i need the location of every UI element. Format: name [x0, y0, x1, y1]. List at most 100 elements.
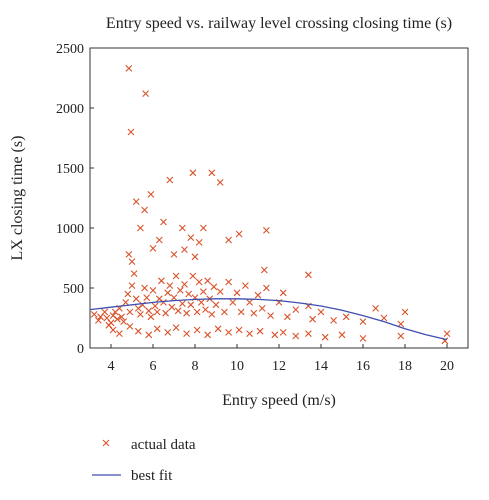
data-point: [195, 278, 203, 286]
data-point: [132, 198, 140, 205]
data-point: [143, 294, 151, 301]
legend-actual-data-marker: [102, 439, 110, 447]
x-tick-label: 20: [440, 359, 454, 374]
data-point: [116, 330, 123, 337]
data-point: [128, 258, 136, 265]
data-point: [183, 309, 190, 317]
data-point: [212, 301, 220, 309]
data-point: [338, 331, 346, 339]
best-fit-line: [89, 298, 448, 341]
y-tick-label: 1500: [56, 162, 84, 177]
data-point: [137, 224, 144, 232]
actual-data-points: [90, 65, 451, 345]
data-point: [292, 332, 300, 340]
data-point: [200, 288, 207, 295]
data-point: [141, 206, 148, 214]
data-point: [160, 299, 167, 306]
data-point: [309, 315, 316, 323]
data-point: [109, 326, 117, 334]
data-point: [254, 291, 262, 299]
data-point: [330, 317, 337, 324]
data-point: [90, 311, 98, 318]
data-point: [101, 308, 109, 316]
data-point: [271, 331, 279, 339]
data-point: [181, 246, 188, 253]
data-point: [187, 234, 195, 241]
y-axis-ticks: 0 500 1000 1500 2000 2500: [56, 42, 94, 357]
data-point: [342, 313, 350, 321]
data-point: [443, 330, 451, 337]
data-point: [95, 317, 102, 324]
legend-best-fit-label: best fit: [131, 468, 173, 484]
data-point: [202, 306, 209, 313]
data-point: [246, 299, 253, 306]
data-point: [137, 311, 144, 318]
data-point: [359, 318, 367, 325]
data-point: [263, 227, 270, 234]
data-point: [170, 294, 178, 301]
x-tick-label: 4: [108, 359, 115, 374]
data-point: [153, 308, 161, 316]
data-point: [189, 169, 197, 177]
chart-title: Entry speed vs. railway level crossing c…: [106, 15, 452, 32]
data-point: [260, 266, 268, 274]
data-point: [183, 330, 190, 337]
data-point: [221, 308, 228, 316]
data-point: [317, 308, 325, 316]
x-tick-label: 18: [398, 359, 412, 374]
data-point: [172, 272, 180, 280]
data-point: [122, 299, 130, 306]
data-point: [246, 330, 253, 337]
data-point: [208, 169, 216, 177]
data-point: [214, 325, 222, 333]
legend: actual data best fit: [92, 437, 196, 484]
data-point: [147, 191, 155, 198]
data-point: [168, 303, 176, 311]
data-point: [284, 313, 291, 321]
y-tick-label: 0: [77, 342, 84, 357]
data-point: [162, 309, 169, 317]
data-point: [145, 307, 153, 315]
x-tick-label: 16: [356, 359, 370, 374]
data-point: [210, 283, 218, 291]
data-point: [235, 326, 243, 334]
data-point: [151, 302, 159, 310]
data-point: [125, 251, 133, 258]
data-point: [372, 305, 379, 312]
data-point: [200, 224, 207, 232]
data-point: [195, 239, 203, 246]
data-point: [359, 335, 367, 342]
data-point: [132, 295, 140, 303]
data-point: [120, 318, 127, 325]
data-point: [166, 176, 174, 184]
data-point: [149, 287, 157, 294]
y-tick-label: 2000: [56, 102, 84, 117]
y-tick-label: 1000: [56, 222, 84, 237]
data-point: [267, 312, 274, 319]
legend-actual-data-label: actual data: [131, 437, 196, 453]
data-point: [279, 289, 287, 297]
data-point: [124, 290, 132, 298]
data-point: [160, 218, 167, 226]
x-tick-label: 14: [314, 359, 328, 374]
data-point: [225, 278, 232, 286]
data-point: [125, 65, 133, 72]
x-tick-label: 10: [230, 359, 244, 374]
data-point: [216, 179, 224, 186]
data-point: [208, 311, 216, 318]
data-point: [242, 282, 249, 289]
data-point: [263, 284, 270, 292]
data-point: [118, 313, 125, 321]
data-point: [401, 308, 409, 316]
data-point: [292, 306, 300, 313]
data-point: [193, 308, 201, 316]
data-point: [380, 314, 388, 322]
data-point: [139, 301, 146, 309]
data-point: [126, 323, 134, 330]
data-point: [225, 236, 232, 244]
data-point: [233, 289, 241, 297]
data-point: [170, 251, 178, 258]
data-point: [185, 290, 193, 298]
data-point: [229, 299, 237, 306]
